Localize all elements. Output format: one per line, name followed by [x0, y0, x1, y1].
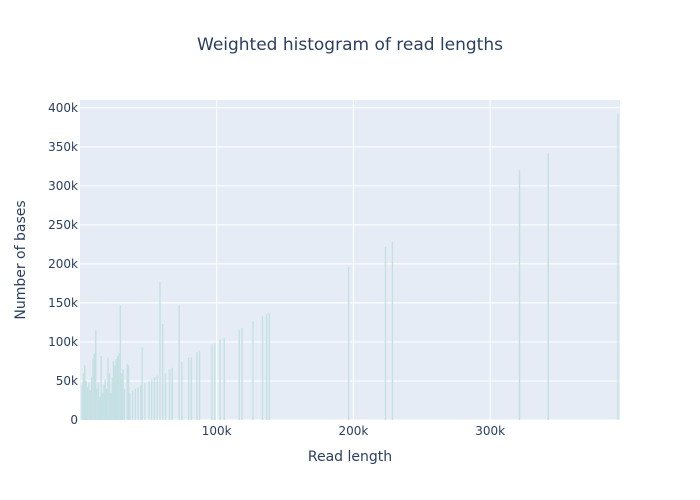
- y-tick-label: 50k: [56, 374, 78, 388]
- histogram-bar: [107, 357, 109, 420]
- histogram-bar: [384, 246, 387, 420]
- histogram-bar: [547, 153, 549, 420]
- histogram-bar: [95, 330, 97, 420]
- plot-background: [80, 100, 620, 420]
- y-axis-title: Number of bases: [13, 200, 29, 319]
- histogram-bar: [140, 384, 142, 420]
- histogram-bar: [97, 382, 100, 420]
- histogram-bar: [347, 267, 350, 420]
- histogram-bar: [518, 170, 521, 420]
- histogram-bar: [115, 359, 117, 420]
- histogram-bar: [81, 384, 83, 420]
- histogram-bar: [92, 359, 94, 420]
- histogram-bar: [88, 382, 90, 420]
- histogram-bar: [134, 388, 137, 420]
- histogram-bar: [120, 373, 123, 420]
- histogram-bar: [84, 365, 86, 420]
- histogram-bar: [196, 352, 198, 420]
- y-tick-label: 100k: [48, 335, 78, 349]
- histogram-bar: [617, 113, 619, 420]
- histogram-bar: [162, 324, 164, 420]
- y-tick-label: 200k: [48, 257, 78, 271]
- x-tick-label: 200k: [338, 424, 368, 438]
- histogram-bar: [241, 327, 243, 420]
- histogram-bar: [112, 361, 115, 420]
- histogram-bar: [238, 330, 240, 420]
- x-tick-label: 300k: [475, 424, 505, 438]
- histogram-bar: [219, 339, 221, 420]
- histogram-bar: [108, 373, 111, 420]
- histogram-bar: [391, 242, 394, 420]
- histogram-bar: [119, 305, 122, 420]
- histogram-bar: [164, 373, 167, 420]
- histogram-bar: [261, 316, 264, 420]
- histogram-bars: [81, 113, 619, 420]
- histogram-bar: [144, 382, 146, 420]
- histogram-bar: [126, 363, 128, 420]
- y-tick-label: 300k: [48, 179, 78, 193]
- histogram-bar: [96, 388, 98, 420]
- histogram-bar: [265, 313, 268, 420]
- histogram-bar: [268, 313, 271, 420]
- histogram-bar: [252, 320, 254, 420]
- chart-title: Weighted histogram of read lengths: [197, 35, 503, 55]
- y-tick-label: 350k: [48, 140, 78, 154]
- histogram-bar: [137, 387, 139, 420]
- histogram-bar: [82, 373, 85, 420]
- histogram-bar: [211, 344, 213, 420]
- histogram-bar: [178, 305, 180, 420]
- histogram-bar: [90, 377, 93, 420]
- y-tick-label: 0: [70, 413, 78, 427]
- histogram-bar: [213, 343, 216, 420]
- histogram-bar: [131, 390, 134, 420]
- x-axis-ticks: 100k 200k 300k: [202, 424, 505, 438]
- histogram-bar: [122, 369, 124, 420]
- histogram-bar: [123, 388, 126, 420]
- histogram-bar: [159, 281, 161, 420]
- histogram-bar: [148, 380, 150, 420]
- histogram-bar: [86, 387, 89, 420]
- histogram-bar: [89, 390, 91, 420]
- histogram-bar: [168, 369, 171, 420]
- histogram-bar: [101, 392, 104, 420]
- histogram-bar: [151, 379, 153, 420]
- histogram-bar: [127, 365, 130, 420]
- histogram-bar: [190, 357, 193, 420]
- histogram-bar: [223, 338, 225, 420]
- histogram-bar: [116, 356, 119, 420]
- histogram-bar: [153, 377, 156, 420]
- y-tick-label: 150k: [48, 296, 78, 310]
- histogram-bar: [100, 356, 102, 420]
- x-tick-label: 100k: [202, 424, 232, 438]
- y-tick-label: 250k: [48, 218, 78, 232]
- histogram-bar: [187, 357, 190, 420]
- histogram-bar: [156, 375, 158, 420]
- histogram-bar: [103, 384, 105, 420]
- x-axis-title: Read length: [308, 449, 392, 465]
- histogram-bar: [85, 380, 87, 420]
- histogram-bar: [118, 353, 120, 420]
- histogram-bar: [93, 353, 96, 420]
- histogram-bar: [114, 365, 116, 420]
- histogram-bar: [110, 392, 112, 420]
- y-tick-label: 400k: [48, 101, 78, 115]
- histogram-bar: [129, 392, 131, 420]
- histogram-bar: [99, 396, 101, 420]
- histogram-bar: [181, 361, 183, 420]
- histogram-bar: [105, 388, 108, 420]
- histogram-bar: [198, 351, 201, 420]
- histogram-bar: [141, 347, 143, 420]
- histogram-bar: [104, 379, 106, 420]
- histogram-bar: [171, 367, 173, 420]
- y-axis-ticks: 0 50k 100k 150k 200k 250k 300k 350k 400k: [48, 101, 78, 427]
- histogram-bar: [111, 377, 113, 420]
